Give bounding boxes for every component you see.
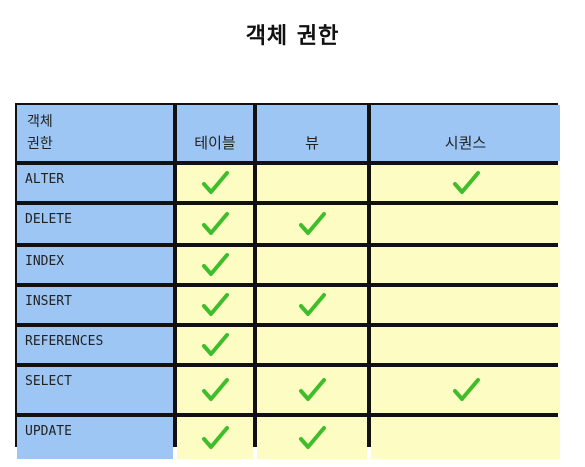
cell-update-sequence (371, 417, 560, 459)
cell-references-sequence (371, 327, 560, 363)
checkmark-icon (202, 253, 229, 276)
page-title: 객체 권한 (245, 24, 340, 49)
checkmark-icon (299, 293, 326, 316)
row-header-references: REFERENCES (17, 327, 173, 363)
cell-references-table (177, 327, 253, 363)
cell-insert-view (257, 287, 367, 323)
cell-index-sequence (371, 247, 560, 283)
cell-delete-view (257, 205, 367, 243)
cell-index-table (177, 247, 253, 283)
privilege-table: 객체 권한 테이블 뷰 시퀀스 ALTER DELETE INDEX INSERT RE… (15, 103, 560, 459)
row-header-delete: DELETE (17, 205, 173, 243)
cell-delete-sequence (371, 205, 560, 243)
cell-insert-table (177, 287, 253, 323)
checkmark-icon (452, 378, 480, 401)
cell-update-table (177, 417, 253, 459)
checkmark-icon (452, 171, 480, 194)
row-header-select: SELECT (17, 367, 173, 413)
row-header-insert: INSERT (17, 287, 173, 323)
corner-header-line2: 권한 (27, 136, 53, 152)
cell-update-view (257, 417, 367, 459)
checkmark-icon (202, 171, 229, 194)
row-header-index: INDEX (17, 247, 173, 283)
row-header-update: UPDATE (17, 417, 173, 459)
corner-header-line1: 객체 (27, 114, 53, 130)
cell-index-view (257, 247, 367, 283)
row-header-alter: ALTER (17, 165, 173, 201)
checkmark-icon (202, 333, 229, 356)
checkmark-icon (202, 212, 229, 235)
cell-delete-table (177, 205, 253, 243)
column-header-sequence: 시퀀스 (371, 105, 560, 161)
column-header-table: 테이블 (177, 105, 253, 161)
cell-alter-view (257, 165, 367, 201)
cell-alter-sequence (371, 165, 560, 201)
cell-insert-sequence (371, 287, 560, 323)
checkmark-icon (299, 426, 326, 449)
checkmark-icon (202, 293, 229, 316)
checkmark-icon (202, 378, 229, 401)
column-header-view: 뷰 (257, 105, 367, 161)
checkmark-icon (299, 212, 326, 235)
cell-select-view (257, 367, 367, 413)
corner-header: 객체 권한 (17, 105, 173, 161)
checkmark-icon (202, 426, 229, 449)
cell-references-view (257, 327, 367, 363)
cell-alter-table (177, 165, 253, 201)
cell-select-table (177, 367, 253, 413)
cell-select-sequence (371, 367, 560, 413)
checkmark-icon (299, 378, 326, 401)
